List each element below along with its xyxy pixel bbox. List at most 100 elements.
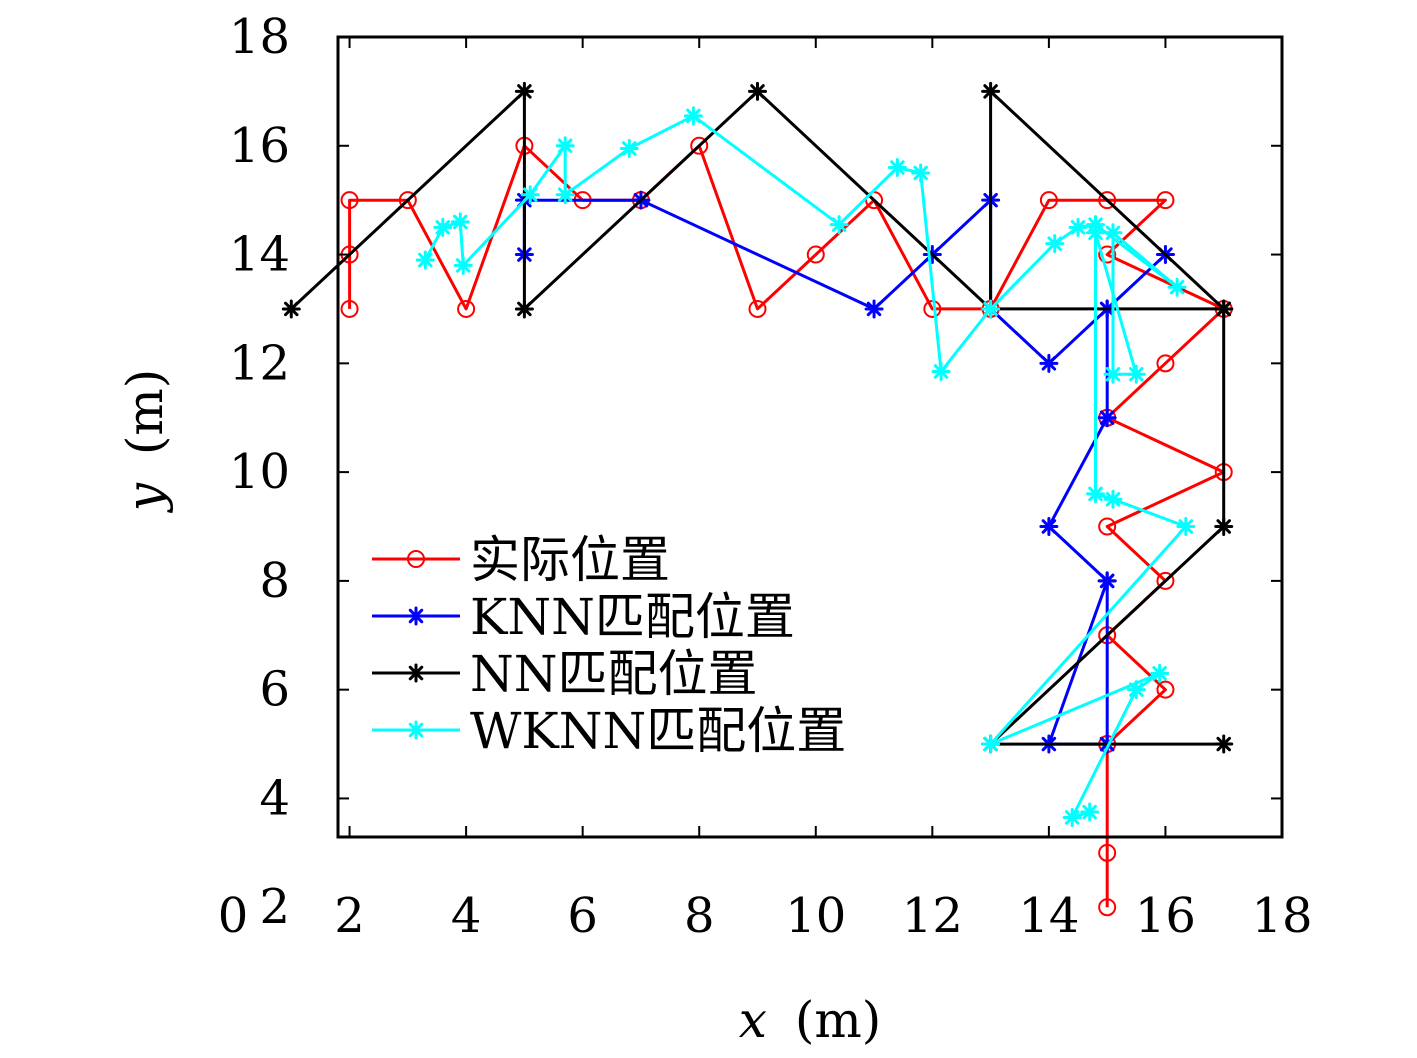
x-axis-unit: (m) <box>795 991 881 1049</box>
y-tick-label-6: 14 <box>229 227 290 283</box>
data-point-0-27 <box>1098 843 1117 862</box>
y-axis-unit: (m) <box>116 369 174 455</box>
legend-label-3: WKNN匹配位置 <box>470 702 846 760</box>
data-point-0-3 <box>398 191 417 210</box>
data-point-3-1 <box>433 217 453 237</box>
x-tick-label-2: 4 <box>451 888 482 944</box>
data-point-3-5 <box>555 136 575 156</box>
data-point-0-10 <box>806 245 825 264</box>
y-tick-label-0: 2 <box>259 879 290 935</box>
data-point-3-3 <box>453 255 473 275</box>
legend-marker-0 <box>407 550 425 568</box>
x-axis-var: x <box>739 991 767 1049</box>
x-tick-label-9: 18 <box>1251 888 1312 944</box>
data-point-0-14 <box>1039 191 1058 210</box>
x-tick-label-4: 8 <box>684 888 715 944</box>
data-point-3-21 <box>1086 223 1106 243</box>
data-point-3-15 <box>1068 217 1088 237</box>
x-tick-label-3: 6 <box>567 888 598 944</box>
legend-entry-3: WKNN匹配位置 <box>372 702 846 760</box>
data-point-0-0 <box>340 299 359 318</box>
data-point-0-2 <box>340 191 359 210</box>
data-point-0-17 <box>1098 245 1117 264</box>
legend-marker-3 <box>406 720 426 740</box>
data-point-2-0 <box>281 299 301 319</box>
data-point-0-9 <box>748 299 767 318</box>
data-point-1-12 <box>1039 517 1059 536</box>
y-tick-label-2: 6 <box>259 662 290 718</box>
legend-marker-1 <box>406 606 426 626</box>
x-tick-label-8: 16 <box>1135 888 1196 944</box>
data-point-0-15 <box>1098 191 1117 210</box>
data-point-1-11 <box>1097 408 1117 428</box>
y-tick-label-5: 12 <box>229 335 290 391</box>
data-point-2-9 <box>1214 517 1234 536</box>
legend-label-0: 实际位置 <box>470 531 670 589</box>
data-point-3-26 <box>1150 663 1170 683</box>
data-point-0-8 <box>690 136 709 155</box>
data-point-2-11 <box>1214 734 1234 754</box>
data-point-3-20 <box>1126 364 1146 384</box>
data-point-3-2 <box>450 212 470 232</box>
legend-label-1: KNN匹配位置 <box>470 588 795 646</box>
y-axis-title: y (m) <box>116 369 174 514</box>
data-point-1-16 <box>1097 571 1117 591</box>
data-point-0-22 <box>1098 517 1117 536</box>
data-point-3-29 <box>1080 802 1100 822</box>
legend-marker-2 <box>406 663 426 683</box>
series-line-0 <box>348 144 1226 908</box>
data-point-3-8 <box>683 106 703 126</box>
series-2 <box>281 81 1234 754</box>
y-tick-label-1: 4 <box>259 770 290 826</box>
data-point-0-19 <box>1156 354 1175 373</box>
legend-entry-0: 实际位置 <box>372 531 670 589</box>
y-tick-label-7: 16 <box>229 118 290 174</box>
data-point-2-3 <box>748 81 767 101</box>
data-point-0-23 <box>1156 571 1175 590</box>
data-point-2-5 <box>981 81 1001 101</box>
data-point-3-14 <box>1045 234 1065 254</box>
data-point-2-8 <box>1214 299 1234 319</box>
data-point-3-11 <box>911 163 931 183</box>
ticks-layer <box>338 37 1282 837</box>
data-point-0-4 <box>457 299 476 318</box>
data-point-3-19 <box>1103 364 1123 384</box>
x-tick-label-5: 10 <box>785 888 846 944</box>
series-layer <box>281 81 1234 917</box>
legend-entry-2: NN匹配位置 <box>372 645 758 703</box>
data-point-3-23 <box>1103 489 1123 509</box>
data-point-3-7 <box>619 138 639 158</box>
data-point-3-4 <box>520 185 540 205</box>
data-point-0-16 <box>1156 191 1175 210</box>
series-line-2 <box>290 89 1226 746</box>
data-point-0-28 <box>1098 898 1117 917</box>
series-3 <box>415 106 1196 827</box>
data-point-3-27 <box>1126 680 1146 700</box>
data-point-2-1 <box>514 81 534 101</box>
data-point-3-0 <box>415 250 435 270</box>
data-point-3-6 <box>555 185 575 205</box>
legend-entry-1: KNN匹配位置 <box>372 588 795 646</box>
data-point-3-28 <box>1062 807 1082 827</box>
data-point-3-12 <box>931 361 951 381</box>
y-tick-label-8: 18 <box>229 9 290 65</box>
x-tick-label-0: 0 <box>218 888 249 944</box>
data-point-2-2 <box>514 299 534 319</box>
series-line-3 <box>423 114 1188 819</box>
plot-frame <box>336 35 1284 839</box>
data-point-3-24 <box>1176 517 1196 536</box>
x-axis-title: x (m) <box>739 991 882 1049</box>
x-tick-label-1: 2 <box>334 888 365 944</box>
data-point-3-17 <box>1167 277 1187 297</box>
data-point-3-10 <box>887 158 907 178</box>
data-point-1-7 <box>1039 353 1059 373</box>
data-point-3-25 <box>981 734 1001 754</box>
data-point-1-3 <box>864 299 884 319</box>
data-point-3-18 <box>1103 223 1123 243</box>
y-axis-var: y <box>116 482 174 513</box>
data-point-3-13 <box>981 299 1001 319</box>
data-point-3-22 <box>1086 484 1106 504</box>
